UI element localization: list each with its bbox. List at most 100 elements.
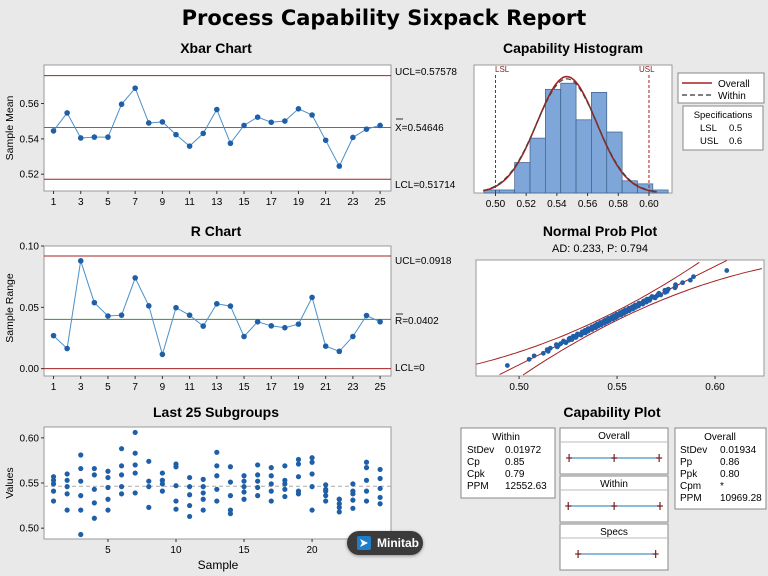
hist-x-tick-label: 0.54	[547, 199, 567, 210]
last25-point	[78, 507, 84, 513]
norm-point	[575, 331, 580, 337]
norm-point	[526, 356, 532, 362]
last25-point	[91, 472, 97, 478]
xbar-point	[77, 135, 84, 141]
last25-point	[309, 484, 315, 490]
last25-point	[146, 484, 152, 490]
r-point	[268, 323, 275, 329]
norm-subtitle: AD: 0.233, P: 0.794	[552, 243, 648, 255]
last25-point	[118, 491, 125, 497]
norm-point	[531, 353, 537, 359]
last25-y-tick-label: 0.60	[20, 433, 40, 444]
last25-point	[377, 466, 383, 473]
cap-box-specs	[559, 523, 669, 571]
last25-point	[159, 481, 165, 487]
last25-point	[187, 474, 193, 481]
last25-point	[377, 475, 383, 482]
xbar-y-tick-label: 0.54	[20, 134, 40, 145]
last25-point	[268, 481, 274, 487]
overall-stat-value: 10969.28	[720, 493, 762, 504]
last25-point	[132, 470, 138, 476]
r-x-tick-label: 5	[105, 382, 111, 393]
last25-point	[173, 506, 179, 512]
last25-point	[132, 450, 138, 456]
last25-point	[118, 463, 125, 469]
last25-point	[350, 505, 356, 511]
norm-point	[553, 342, 559, 348]
last25-point	[336, 496, 342, 502]
last25-point	[187, 492, 193, 498]
last25-point	[78, 465, 84, 472]
xbar-point	[200, 130, 207, 137]
xbar-chart: Xbar Chart Sample Mean UCL=0.57578 X=0.5…	[4, 40, 457, 208]
last25-point	[255, 478, 261, 484]
within-stat-name: Cpk	[467, 469, 486, 480]
last25-point	[50, 474, 57, 480]
last25-point	[323, 482, 329, 488]
last25-ylabel: Values	[4, 467, 16, 498]
last25-point	[363, 498, 370, 504]
last25-x-tick-label: 20	[307, 545, 319, 556]
last25-point	[173, 483, 179, 489]
last25-point	[159, 488, 165, 494]
last25-point	[50, 498, 57, 504]
r-point	[336, 348, 343, 355]
last25-point	[350, 481, 356, 487]
last25-point	[118, 484, 125, 490]
overall-stat-value: 0.01934	[720, 445, 757, 456]
r-point	[350, 333, 356, 340]
last25-title: Last 25 Subgroups	[153, 404, 279, 420]
minitab-badge[interactable]: Minitab	[347, 531, 423, 555]
overall-stats-box	[674, 427, 767, 510]
r-y-tick-label: 0.00	[20, 364, 40, 375]
last25-point	[323, 498, 329, 504]
last25-point	[309, 507, 315, 513]
last25-point	[295, 456, 302, 463]
r-point	[377, 318, 383, 325]
last25-point	[214, 498, 220, 504]
norm-point	[656, 290, 662, 296]
norm-point	[585, 326, 591, 332]
spec-box	[682, 105, 764, 151]
last25-point	[132, 490, 138, 496]
last25-point	[50, 481, 57, 487]
xbar-point	[50, 128, 57, 134]
xbar-x-tick-label: 7	[132, 197, 138, 208]
r-point	[91, 299, 98, 306]
norm-point	[680, 280, 686, 286]
last25-point	[268, 488, 274, 494]
hist-lsl-tag: LSL	[495, 65, 510, 74]
r-x-tick-label: 13	[211, 382, 223, 393]
last25-point	[200, 484, 206, 490]
spec-lsl-value: 0.5	[729, 123, 742, 134]
cap-box-overall	[559, 427, 669, 475]
norm-ci-upper	[475, 261, 700, 365]
hist-bar	[575, 119, 592, 194]
xbar-y-tick-label: 0.52	[20, 170, 40, 181]
xbar-point	[377, 122, 383, 129]
hist-x-tick-label: 0.58	[609, 199, 629, 210]
last25-point	[227, 479, 234, 485]
last25-point	[118, 472, 125, 478]
last25-point	[350, 497, 356, 503]
xbar-point	[91, 134, 98, 140]
xbar-ucl-label: UCL=0.57578	[395, 67, 457, 78]
hist-x-tick-label: 0.60	[639, 199, 659, 210]
hist-bar	[514, 162, 531, 194]
hist-x-tick-label: 0.56	[578, 199, 598, 210]
r-x-tick-label: 7	[132, 382, 138, 393]
last25-point	[105, 468, 111, 474]
last25-x-tick-label: 5	[105, 545, 111, 556]
last25-xlabel: Sample	[198, 558, 239, 572]
last25-point	[146, 478, 152, 484]
norm-point	[561, 338, 566, 344]
normplot-chart: Normal Prob Plot AD: 0.233, P: 0.794 0.5…	[475, 223, 765, 393]
xbar-point	[336, 163, 343, 169]
within-stat-value: 0.79	[505, 469, 525, 480]
r-x-tick-label: 1	[51, 382, 57, 393]
last25-point	[295, 488, 302, 494]
last25-point	[187, 513, 193, 520]
xbar-plot-area	[43, 64, 392, 192]
last25-point	[78, 493, 84, 499]
norm-point	[673, 282, 678, 288]
